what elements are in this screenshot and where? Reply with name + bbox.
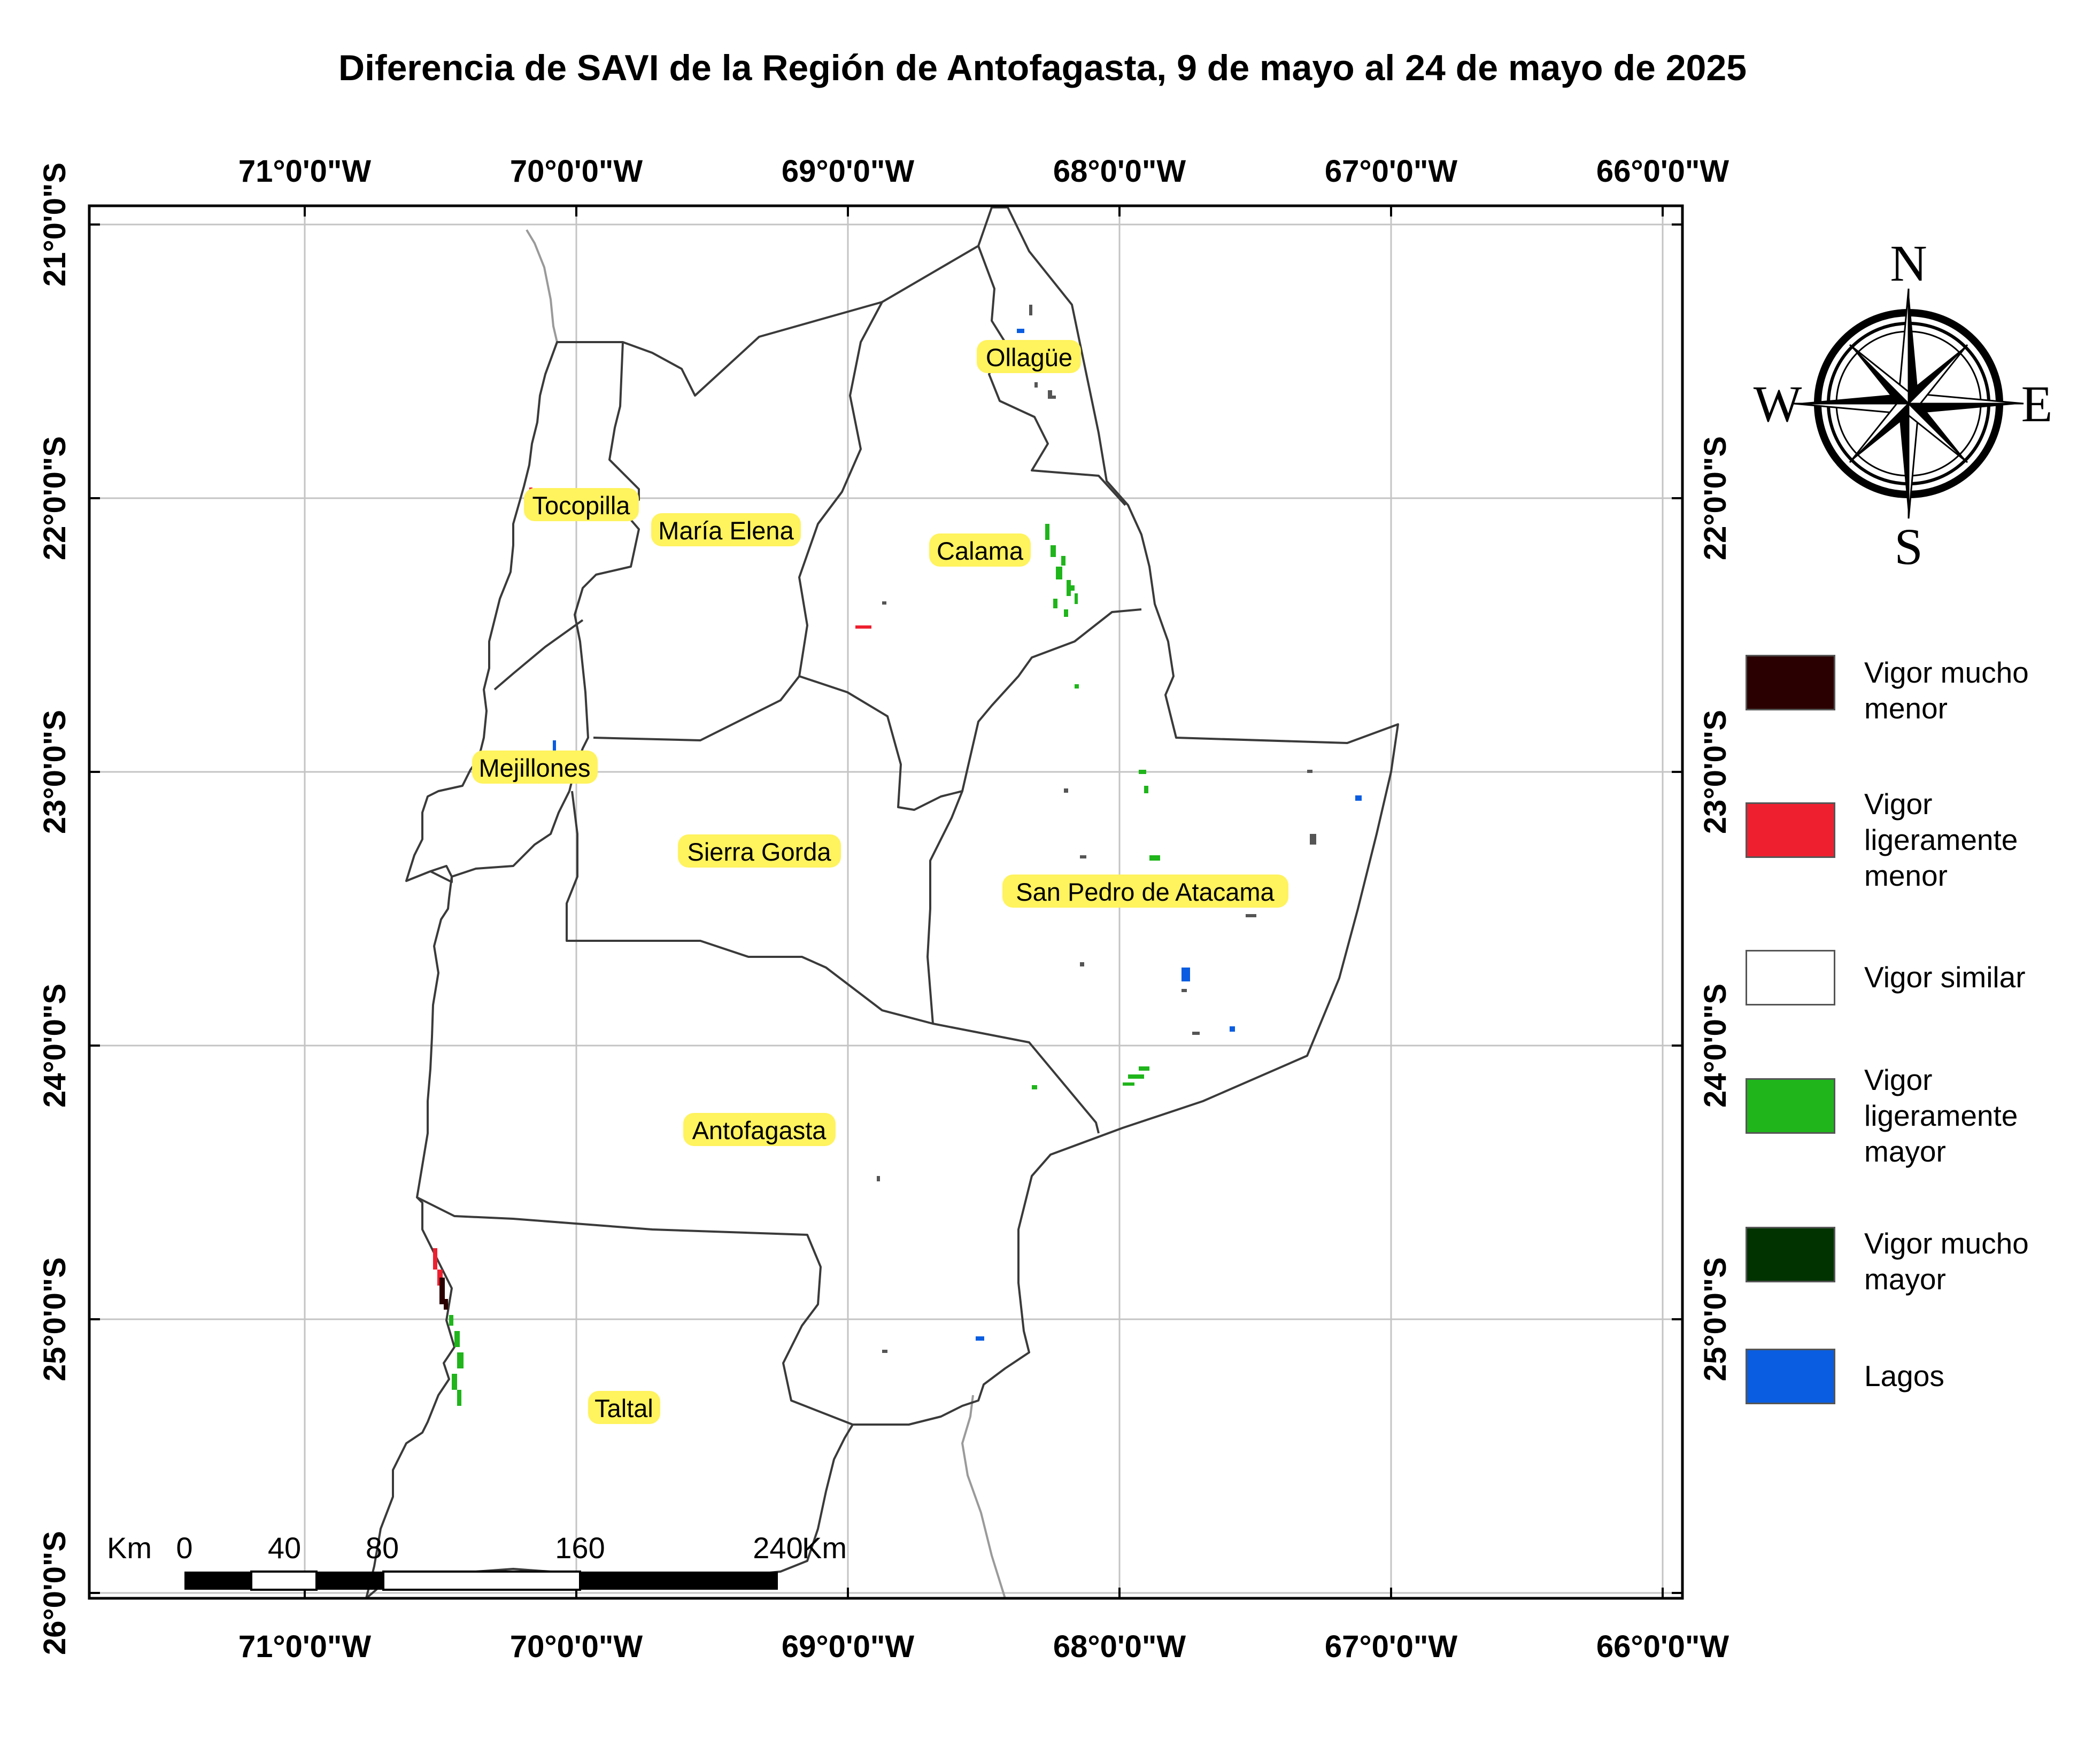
label-sierra-gorda: Sierra Gorda: [678, 834, 841, 868]
scale-label-0: 0: [176, 1531, 192, 1565]
legend-swatch: [1746, 1227, 1835, 1282]
label-ollague: Ollagüe: [977, 340, 1081, 373]
map-title: Diferencia de SAVI de la Región de Antof…: [338, 48, 1747, 88]
compass-rose: N S E W: [1754, 235, 2053, 575]
svg-text:66°0'0"W: 66°0'0"W: [1596, 154, 1729, 189]
svg-text:25°0'0"S: 25°0'0"S: [37, 1257, 72, 1381]
legend-label: Vigor ligeramente menor: [1864, 787, 2018, 892]
svg-text:Sierra Gorda: Sierra Gorda: [687, 838, 831, 866]
international-border-south: [961, 1395, 1006, 1599]
svg-text:26°0'0"S: 26°0'0"S: [37, 1531, 72, 1655]
svg-text:Ollagüe: Ollagüe: [986, 343, 1072, 372]
svg-text:Mejillones: Mejillones: [479, 754, 591, 782]
svg-text:24°0'0"S: 24°0'0"S: [37, 984, 72, 1108]
svg-text:71°0'0"W: 71°0'0"W: [238, 154, 372, 189]
legend-label: Vigor mucho mayor: [1864, 1227, 2029, 1296]
legend-label: Lagos: [1864, 1359, 1944, 1392]
svg-text:San Pedro de Atacama: San Pedro de Atacama: [1016, 878, 1275, 906]
svg-text:70°0'0"W: 70°0'0"W: [510, 1629, 643, 1664]
compass-w: W: [1754, 375, 1802, 432]
legend-label: Vigor ligeramente mayor: [1864, 1063, 2018, 1168]
label-tocopilla: Tocopilla: [524, 488, 639, 521]
legend-swatch: [1746, 1349, 1835, 1404]
place-labels: Ollagüe Tocopilla María Elena Calama Mej…: [472, 340, 1288, 1424]
svg-text:23°0'0"S: 23°0'0"S: [37, 710, 72, 834]
svg-text:21°0'0"S: 21°0'0"S: [37, 163, 72, 287]
svg-text:67°0'0"W: 67°0'0"W: [1325, 154, 1458, 189]
lon-labels-top: 71°0'0"W 70°0'0"W 69°0'0"W 68°0'0"W 67°0…: [238, 154, 1729, 189]
svg-text:23°0'0"S: 23°0'0"S: [1698, 710, 1733, 834]
svg-text:22°0'0"S: 22°0'0"S: [1698, 436, 1733, 560]
legend-swatch: [1746, 655, 1835, 710]
dark-patches: [877, 305, 1316, 1353]
compass-n: N: [1890, 235, 1927, 292]
svg-text:Taltal: Taltal: [594, 1394, 653, 1422]
scale-label-40: 40: [268, 1531, 301, 1565]
lat-labels-left: 21°0'0"S 22°0'0"S 23°0'0"S 24°0'0"S 25°0…: [37, 163, 72, 1655]
svg-text:24°0'0"S: 24°0'0"S: [1698, 984, 1733, 1108]
label-antofagasta: Antofagasta: [683, 1113, 836, 1146]
map-frame: [88, 204, 1684, 1600]
label-calama: Calama: [929, 533, 1031, 567]
compass-s: S: [1894, 518, 1922, 575]
savi-green-patches: [449, 524, 1160, 1406]
lakes: [553, 329, 1362, 1341]
svg-text:67°0'0"W: 67°0'0"W: [1325, 1629, 1458, 1664]
svg-text:68°0'0"W: 68°0'0"W: [1053, 154, 1186, 189]
lat-labels-right: 22°0'0"S 23°0'0"S 24°0'0"S 25°0'0"S: [1698, 436, 1733, 1381]
scale-unit-left: Km: [107, 1531, 152, 1565]
lon-labels-bottom: 71°0'0"W 70°0'0"W 69°0'0"W 68°0'0"W 67°0…: [238, 1629, 1729, 1664]
legend-swatch: [1746, 802, 1835, 858]
label-taltal: Taltal: [588, 1391, 660, 1424]
tick-marks: [89, 206, 1682, 1598]
scale-label-160: 160: [555, 1531, 605, 1565]
svg-text:68°0'0"W: 68°0'0"W: [1053, 1629, 1186, 1664]
svg-text:22°0'0"S: 22°0'0"S: [37, 436, 72, 560]
label-maria-elena: María Elena: [651, 513, 801, 546]
label-san-pedro-de-atacama: San Pedro de Atacama: [1002, 875, 1288, 908]
graticule: [89, 206, 1682, 1598]
legend-swatch: [1746, 1078, 1835, 1134]
label-mejillones: Mejillones: [472, 751, 598, 784]
svg-text:Antofagasta: Antofagasta: [692, 1116, 827, 1144]
compass-e: E: [2021, 375, 2053, 432]
svg-text:69°0'0"W: 69°0'0"W: [782, 154, 915, 189]
svg-text:71°0'0"W: 71°0'0"W: [238, 1629, 372, 1664]
svg-text:Calama: Calama: [937, 537, 1024, 565]
legend-swatch: [1746, 950, 1835, 1005]
svg-text:25°0'0"S: 25°0'0"S: [1698, 1257, 1733, 1381]
svg-text:María Elena: María Elena: [658, 516, 794, 545]
international-border: [526, 229, 558, 343]
svg-text:70°0'0"W: 70°0'0"W: [510, 154, 643, 189]
legend-label: Vigor similar: [1864, 961, 2026, 994]
scale-bar: Km 0 40 80 160 240 Km: [107, 1531, 847, 1591]
legend-label: Vigor mucho menor: [1864, 656, 2029, 725]
svg-text:Tocopilla: Tocopilla: [532, 491, 631, 520]
commune-boundaries: [416, 245, 1142, 1426]
scale-label-240: 240: [753, 1531, 802, 1565]
svg-text:69°0'0"W: 69°0'0"W: [782, 1629, 915, 1664]
svg-text:66°0'0"W: 66°0'0"W: [1596, 1629, 1729, 1664]
scale-label-80: 80: [366, 1531, 399, 1565]
scale-unit-right: Km: [802, 1531, 847, 1565]
